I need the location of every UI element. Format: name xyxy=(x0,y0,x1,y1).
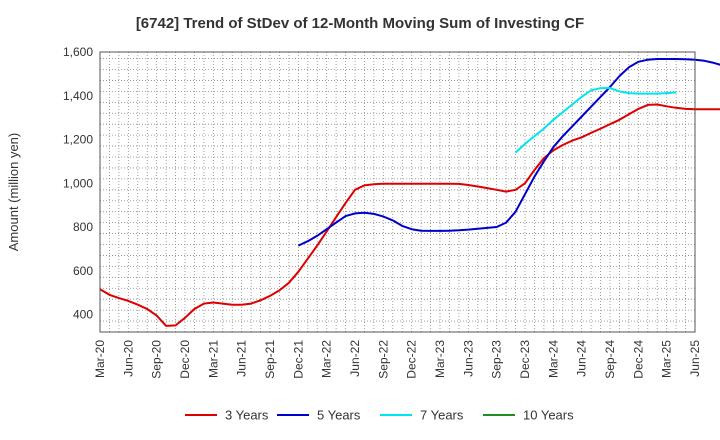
x-tick-label: Jun-22 xyxy=(348,340,362,377)
legend-label: 5 Years xyxy=(317,408,361,423)
legend-label: 7 Years xyxy=(420,408,464,423)
series-lines xyxy=(99,58,720,327)
y-tick-label: 1,600 xyxy=(63,45,93,59)
x-tick-label: Mar-20 xyxy=(93,340,107,378)
legend-label: 3 Years xyxy=(225,408,269,423)
y-tick-label: 1,400 xyxy=(63,89,93,103)
y-tick-label: 400 xyxy=(73,308,93,322)
x-axis-ticks: Mar-20 Jun-20 Sep-20 Dec-20 Mar-21 Jun-21 Sep-… xyxy=(93,340,702,379)
x-tick-label: Mar-22 xyxy=(320,340,334,378)
y-tick-label: 1,200 xyxy=(63,133,93,147)
x-tick-label: Jun-24 xyxy=(575,340,589,377)
legend: 3 Years 5 Years 7 Years 10 Years xyxy=(185,408,574,423)
series-line-3-years xyxy=(99,103,720,327)
chart-title: [6742] Trend of StDev of 12-Month Moving… xyxy=(136,15,584,32)
x-tick-label: Sep-23 xyxy=(490,340,504,379)
x-tick-label: Mar-21 xyxy=(206,340,220,378)
x-tick-label: Dec-24 xyxy=(631,340,645,379)
y-tick-label: 800 xyxy=(73,220,93,234)
series-line-7-years xyxy=(514,87,677,154)
plot-frame xyxy=(99,51,696,333)
y-tick-label: 1,000 xyxy=(63,176,93,190)
y-axis-label: Amount (million yen) xyxy=(6,133,21,252)
grid xyxy=(100,52,695,332)
x-tick-label: Jun-23 xyxy=(461,340,475,377)
x-tick-label: Dec-21 xyxy=(291,340,305,379)
legend-label: 10 Years xyxy=(523,408,574,423)
x-tick-label: Sep-24 xyxy=(603,340,617,379)
x-tick-label: Dec-20 xyxy=(178,340,192,379)
x-tick-label: Jun-20 xyxy=(121,340,135,377)
x-tick-label: Mar-23 xyxy=(433,340,447,378)
x-tick-label: Jun-21 xyxy=(235,340,249,377)
y-axis-ticks: 400 600 800 1,000 1,200 1,400 1,600 xyxy=(63,45,93,322)
x-tick-label: Dec-22 xyxy=(405,340,419,379)
y-tick-label: 600 xyxy=(73,264,93,278)
x-tick-label: Jun-25 xyxy=(688,340,702,377)
x-tick-label: Sep-22 xyxy=(376,340,390,379)
x-tick-label: Sep-21 xyxy=(263,340,277,379)
x-tick-label: Sep-20 xyxy=(150,340,164,379)
x-tick-label: Mar-24 xyxy=(546,340,560,378)
x-tick-label: Mar-25 xyxy=(660,340,674,378)
x-tick-label: Dec-23 xyxy=(518,340,532,379)
series-line-5-years xyxy=(297,58,720,247)
